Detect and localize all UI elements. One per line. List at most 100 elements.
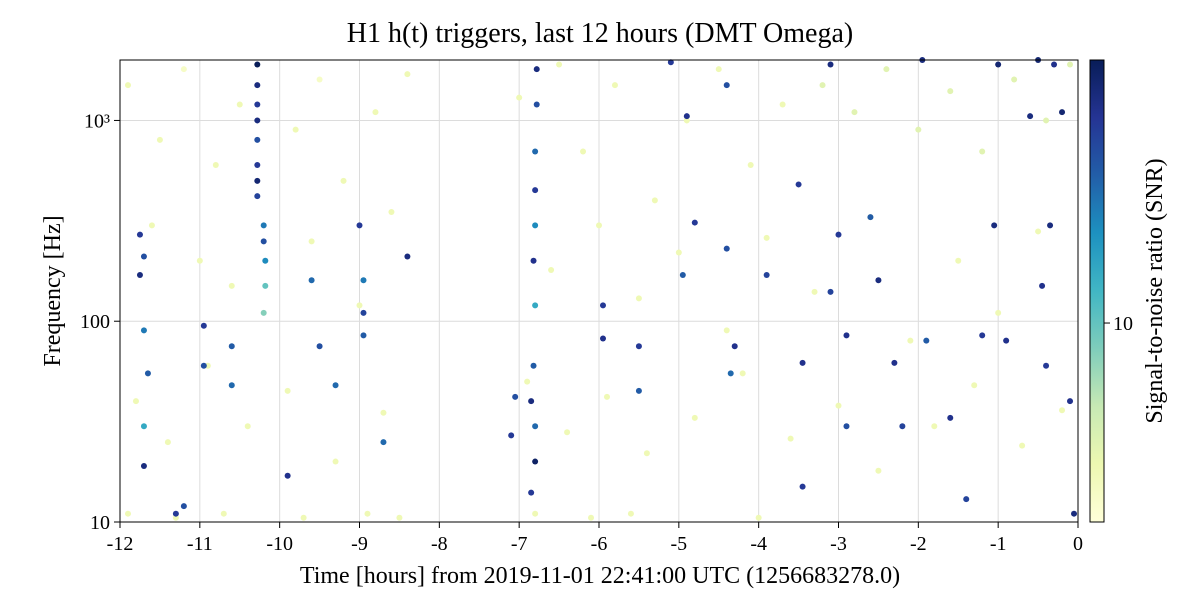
trigger-point (931, 423, 938, 430)
trigger-point (599, 302, 606, 309)
trigger-point (923, 337, 930, 344)
trigger-point (763, 271, 770, 278)
trigger-point (512, 393, 519, 400)
trigger-point (132, 398, 139, 405)
trigger-point (1067, 398, 1074, 405)
trigger-point (835, 402, 842, 409)
x-tick-label: 0 (1073, 533, 1083, 555)
trigger-point (635, 295, 642, 302)
trigger-point (963, 496, 970, 503)
trigger-point (691, 219, 698, 226)
trigger-point (364, 510, 371, 517)
trigger-point (244, 423, 251, 430)
trigger-point (683, 113, 690, 120)
trigger-point (254, 177, 261, 184)
trigger-point (372, 109, 379, 116)
trigger-point (228, 282, 235, 289)
trigger-point (875, 467, 882, 474)
trigger-point (651, 197, 658, 204)
colorbar (1089, 59, 1105, 523)
trigger-point (1043, 362, 1050, 369)
grid (119, 60, 1079, 523)
trigger-point (564, 429, 571, 436)
trigger-point (1003, 337, 1010, 344)
trigger-point (136, 231, 143, 238)
trigger-point (260, 238, 267, 245)
trigger-point (196, 257, 203, 264)
x-tick-label: -5 (670, 533, 687, 555)
trigger-point (755, 514, 762, 521)
trigger-point (528, 489, 535, 496)
trigger-point (1071, 510, 1078, 517)
trigger-point (763, 234, 770, 241)
trigger-point (533, 101, 540, 108)
trigger-point (532, 510, 539, 517)
trigger-point (254, 193, 261, 200)
x-tick-label: -11 (187, 533, 213, 555)
trigger-point (995, 309, 1002, 316)
trigger-point (530, 257, 537, 264)
trigger-point (360, 309, 367, 316)
trigger-point (991, 222, 998, 229)
trigger-point (308, 277, 315, 284)
trigger-point (827, 288, 834, 295)
trigger-point (811, 288, 818, 295)
trigger-point (124, 82, 131, 89)
trigger-point (524, 378, 531, 385)
trigger-point (588, 514, 595, 521)
trigger-point (404, 253, 411, 260)
x-axis-label: Time [hours] from 2019-11-01 22:41:00 UT… (300, 563, 900, 589)
trigger-point (723, 245, 730, 252)
x-tick-label: -9 (351, 533, 368, 555)
trigger-point (360, 332, 367, 339)
trigger-point (332, 458, 339, 465)
trigger-point (723, 82, 730, 89)
trigger-point (851, 109, 858, 116)
trigger-point (340, 177, 347, 184)
trigger-point (396, 514, 403, 521)
trigger-point (635, 343, 642, 350)
y-tick-label: 10 (90, 512, 110, 534)
x-tick-label: -1 (990, 533, 1007, 555)
trigger-point (667, 59, 674, 66)
x-tick-label: -7 (511, 533, 528, 555)
trigger-point (679, 271, 686, 278)
trigger-point (532, 302, 539, 309)
trigger-point (254, 61, 261, 68)
trigger-point (140, 327, 147, 334)
trigger-point (979, 332, 986, 339)
trigger-point (947, 88, 954, 95)
trigger-point (1067, 61, 1074, 68)
trigger-point (548, 266, 555, 273)
trigger-point (683, 117, 690, 124)
trigger-point (635, 387, 642, 394)
x-tick-label: -10 (266, 533, 293, 555)
trigger-point (356, 222, 363, 229)
trigger-point (883, 66, 890, 73)
trigger-point (254, 117, 261, 124)
chart-title: H1 h(t) triggers, last 12 hours (DMT Ome… (347, 18, 854, 49)
trigger-point (180, 66, 187, 73)
trigger-point (915, 126, 922, 133)
x-tick-label: -2 (910, 533, 927, 555)
trigger-point (843, 332, 850, 339)
trigger-point (140, 463, 147, 470)
trigger-point (843, 423, 850, 430)
trigger-point (254, 82, 261, 89)
trigger-point (262, 257, 269, 264)
trigger-point (1035, 228, 1042, 235)
x-tick-label: -4 (750, 533, 767, 555)
trigger-point (971, 382, 978, 389)
trigger-point (172, 510, 179, 517)
trigger-point (164, 439, 171, 446)
trigger-point (254, 101, 261, 108)
y-tick-label: 10³ (84, 110, 110, 132)
trigger-point (180, 503, 187, 510)
trigger-point (891, 359, 898, 366)
trigger-point (787, 435, 794, 442)
points (124, 57, 1078, 521)
trigger-point (316, 76, 323, 83)
trigger-point (533, 66, 540, 73)
trigger-point (907, 337, 914, 344)
trigger-point (691, 414, 698, 421)
